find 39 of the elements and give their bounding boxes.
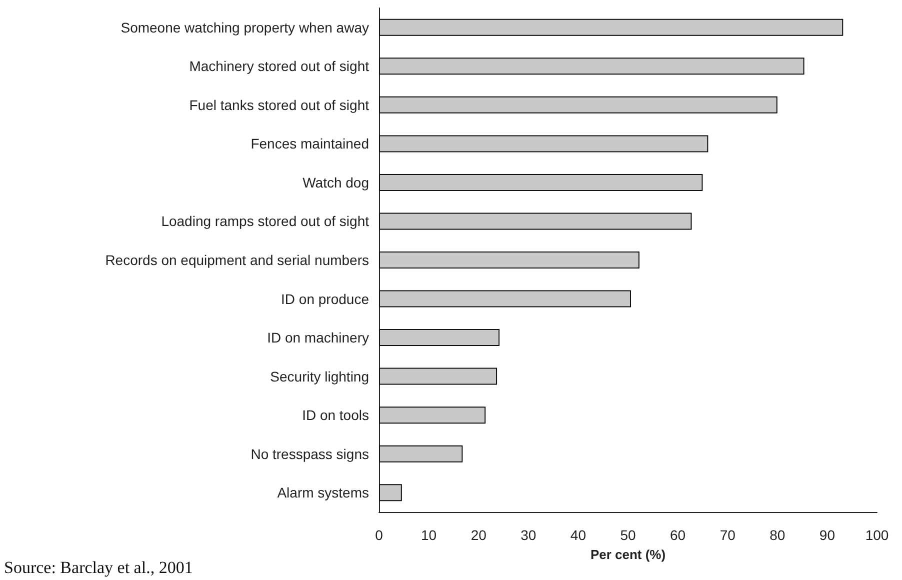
y-tick-label: Security lighting: [270, 368, 369, 384]
y-tick-label: No tresspass signs: [250, 446, 369, 462]
bar: [379, 58, 804, 75]
bar: [379, 18, 844, 36]
source-note: Source: Barclay et al., 2001: [4, 558, 193, 577]
y-tick-label: Machinery stored out of sight: [189, 58, 370, 74]
y-tick-label: ID on produce: [281, 290, 370, 307]
y-tick-label: Watch dog: [302, 174, 369, 190]
bar: [379, 484, 402, 502]
bar: [379, 174, 703, 191]
x-tick-label: 100: [865, 527, 889, 543]
bar: [379, 445, 463, 462]
y-tick-label: ID on machinery: [267, 330, 369, 346]
x-tick-label: 40: [570, 527, 586, 543]
x-axis-title: Per cent (%): [590, 547, 666, 562]
y-tick-label: Fuel tanks stored out of sight: [189, 96, 370, 113]
bar: [379, 252, 640, 268]
bar: [379, 368, 498, 385]
x-tick-label: 50: [620, 527, 636, 543]
y-tick-label: Records on equipment and serial numbers: [105, 252, 369, 268]
x-tick-label: 90: [819, 527, 836, 543]
x-tick-label: 70: [720, 527, 736, 543]
y-tick-label: Someone watching property when away: [120, 19, 369, 36]
x-tick-label: 0: [375, 527, 384, 543]
y-tick-label: Alarm systems: [277, 484, 369, 501]
bar: [379, 212, 692, 230]
y-tick-label: Fences maintained: [250, 136, 369, 152]
y-tick-label: Loading ramps stored out of sight: [161, 213, 370, 230]
bar: [379, 290, 631, 308]
x-tick-label: 20: [470, 527, 487, 543]
x-tick-label: 30: [520, 527, 536, 543]
bar: [379, 406, 486, 424]
bar: [379, 329, 500, 346]
bar: [379, 135, 708, 152]
x-tick-label: 80: [770, 527, 786, 543]
bar: [379, 96, 778, 114]
y-tick-label: ID on tools: [302, 407, 369, 424]
x-tick-label: 10: [421, 527, 437, 543]
x-tick-label: 60: [670, 527, 686, 543]
